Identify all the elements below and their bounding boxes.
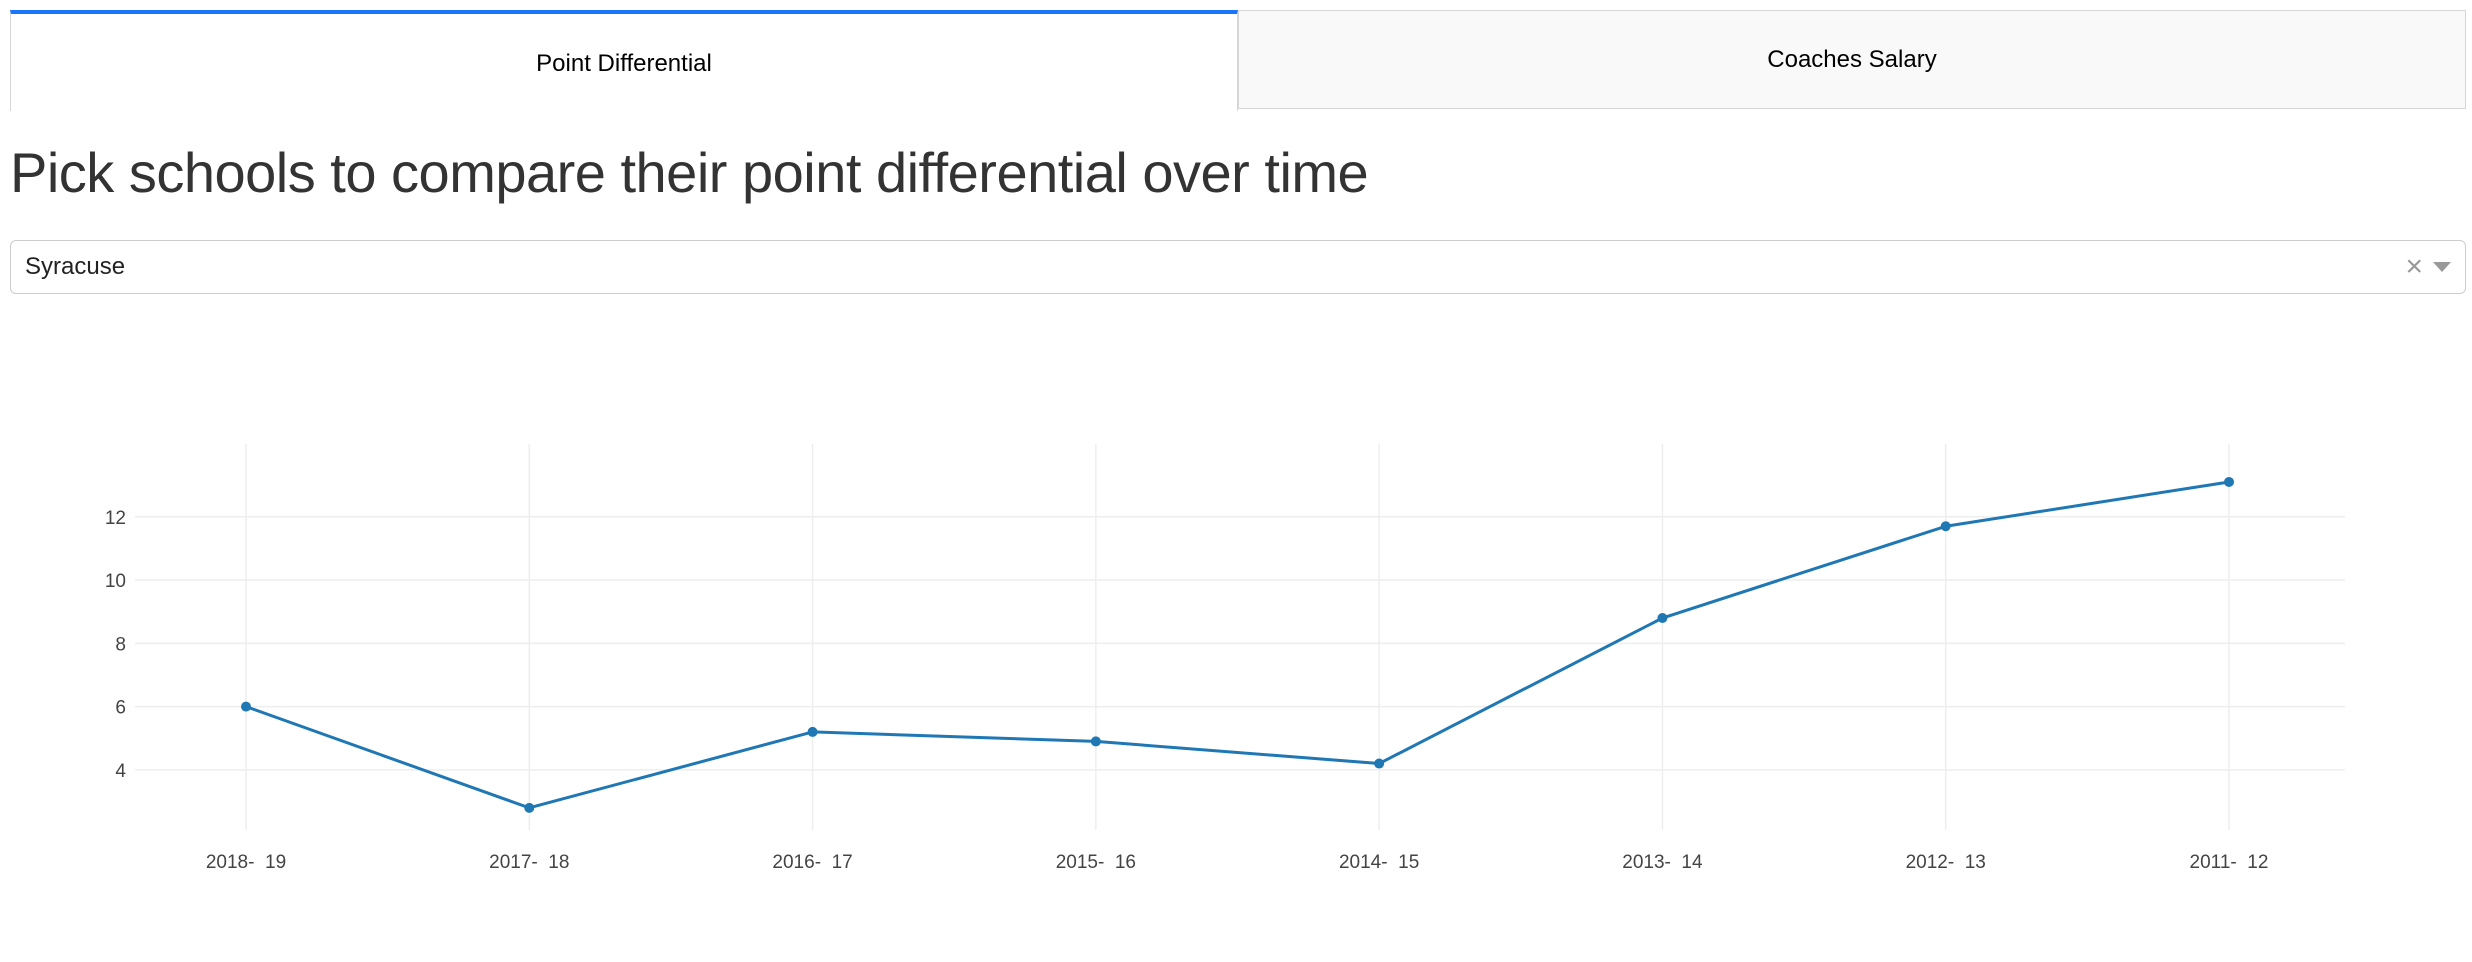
tick-labels-layer: 4 6 8 10 12 2018- 19 2017- 18 2016- 17 2015- 16 2…: [105, 508, 2269, 873]
x-tick-label: 2012- 13: [1906, 852, 1986, 873]
y-tick-label: 4: [115, 761, 126, 782]
tab-coaches-salary[interactable]: Coaches Salary: [1238, 10, 2466, 109]
data-point[interactable]: [241, 701, 251, 712]
data-point[interactable]: [1374, 758, 1385, 769]
data-point[interactable]: [524, 802, 535, 813]
close-icon[interactable]: ×: [2405, 250, 2423, 283]
y-tick-label: 8: [115, 634, 126, 655]
tab-point-differential-label: Point Differential: [536, 49, 712, 77]
data-point[interactable]: [2224, 476, 2234, 487]
y-tick-label: 6: [115, 698, 126, 719]
x-tick-label: 2013- 14: [1622, 852, 1703, 873]
x-tick-label: 2018- 19: [206, 852, 286, 873]
tab-point-differential[interactable]: Point Differential: [10, 10, 1238, 111]
x-tick-label: 2016- 17: [772, 852, 852, 873]
x-tick-label: 2015- 16: [1056, 852, 1136, 873]
series-layer: [245, 480, 2230, 810]
x-tick-label: 2017- 18: [489, 852, 569, 873]
line-chart-svg: 4 6 8 10 12 2018- 19 2017- 18 2016- 17 2015- 16 2…: [105, 444, 2345, 873]
grid-layer: [135, 444, 2345, 830]
data-point[interactable]: [807, 726, 818, 737]
data-point[interactable]: [1090, 736, 1101, 747]
points-layer: [241, 476, 2234, 813]
school-select[interactable]: Syracuse ×: [10, 240, 2466, 294]
y-tick-label: 12: [105, 508, 126, 529]
x-tick-label: 2011- 12: [2190, 852, 2269, 873]
data-point[interactable]: [1940, 521, 1951, 532]
school-select-value: Syracuse: [25, 253, 126, 280]
page-title: Pick schools to compare their point diff…: [10, 141, 1369, 204]
x-tick-label: 2014- 15: [1339, 852, 1419, 873]
tab-coaches-salary-label: Coaches Salary: [1767, 45, 1937, 73]
data-point[interactable]: [1657, 613, 1668, 624]
point-differential-chart: 4 6 8 10 12 2018- 19 2017- 18 2016- 17 2015- 16 2…: [0, 430, 2472, 910]
y-tick-label: 10: [105, 571, 126, 592]
series-line: [245, 480, 2230, 810]
chevron-down-icon[interactable]: [2433, 262, 2451, 272]
tab-bar: Point Differential Coaches Salary: [10, 10, 2466, 111]
